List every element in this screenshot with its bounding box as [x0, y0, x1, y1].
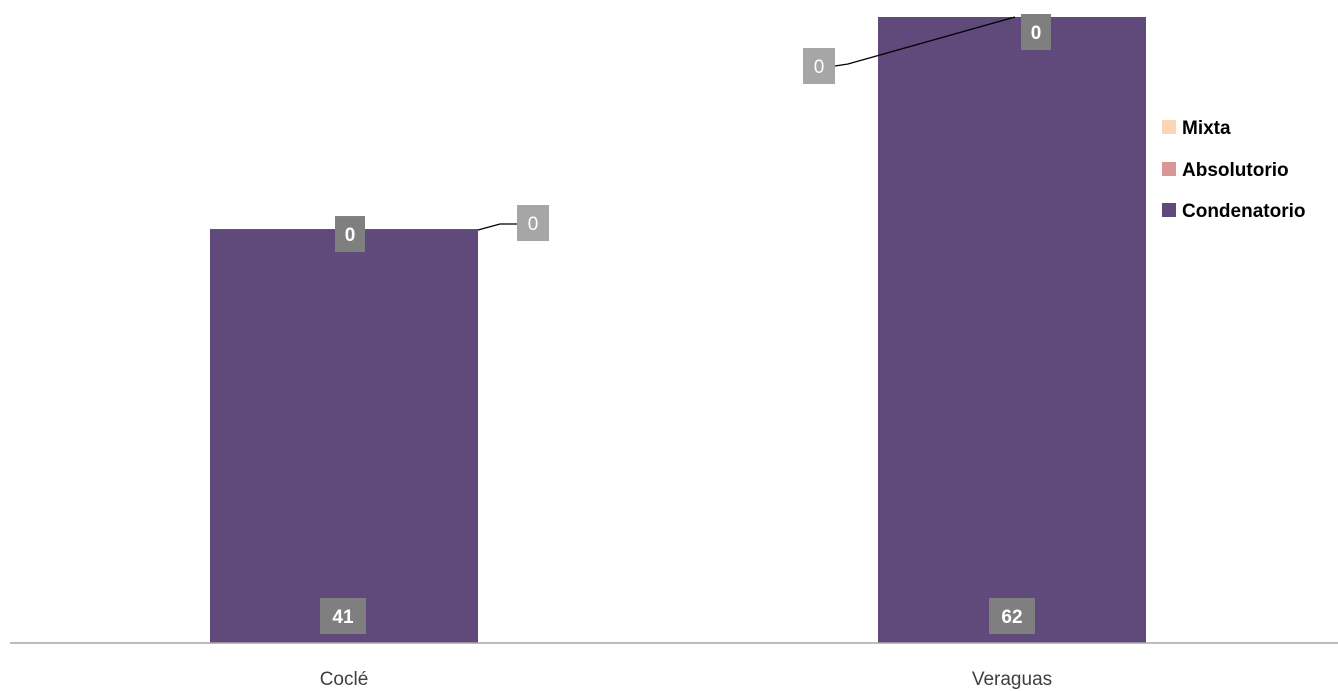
data-label-absolutorio-cocle: 0: [335, 216, 365, 253]
data-label-mixta-cocle-text: 0: [528, 214, 539, 235]
legend-item-condenatorio: Condenatorio: [1162, 201, 1306, 222]
data-label-absolutorio-cocle-box: [335, 216, 365, 253]
data-labels-layer: 41 62 0 0 0 0: [320, 14, 1051, 634]
leader-line-mixta-cocle: [477, 223, 517, 231]
legend: Mixta Absolutorio Condenatorio: [1162, 118, 1306, 222]
bars-layer: [210, 17, 1146, 643]
category-label-veraguas: Veraguas: [972, 669, 1052, 690]
data-label-absolutorio-cocle-text: 0: [345, 225, 356, 246]
data-label-condenatorio-veraguas: 62: [989, 598, 1035, 634]
data-label-mixta-cocle: 0: [517, 205, 549, 241]
legend-swatch-absolutorio: [1162, 162, 1176, 176]
legend-item-absolutorio: Absolutorio: [1162, 160, 1289, 181]
bar-condenatorio-veraguas: [878, 17, 1146, 643]
data-label-absolutorio-veraguas-box: [1021, 14, 1051, 50]
data-label-condenatorio-cocle-text: 41: [332, 607, 354, 628]
data-label-absolutorio-veraguas: 0: [1021, 14, 1051, 50]
data-label-condenatorio-cocle: 41: [320, 598, 366, 634]
data-label-condenatorio-veraguas-text: 62: [1001, 607, 1022, 628]
data-label-mixta-veraguas-box: [803, 48, 835, 84]
legend-label-absolutorio: Absolutorio: [1182, 160, 1289, 181]
legend-label-mixta: Mixta: [1182, 118, 1231, 139]
data-label-mixta-veraguas: 0: [803, 48, 835, 84]
legend-swatch-condenatorio: [1162, 203, 1176, 217]
data-label-absolutorio-veraguas-text: 0: [1031, 23, 1042, 44]
leader-line-mixta-veraguas: [834, 16, 1016, 67]
legend-item-mixta: Mixta: [1162, 118, 1231, 139]
category-labels-layer: Coclé Veraguas: [320, 669, 1052, 690]
legend-label-condenatorio: Condenatorio: [1182, 201, 1306, 222]
data-label-mixta-veraguas-text: 0: [814, 57, 825, 78]
data-label-condenatorio-veraguas-box: [989, 598, 1035, 634]
legend-swatch-mixta: [1162, 120, 1176, 134]
category-label-cocle: Coclé: [320, 669, 369, 690]
data-label-condenatorio-cocle-box: [320, 598, 366, 634]
bar-condenatorio-cocle: [210, 229, 478, 643]
data-label-mixta-cocle-box: [517, 205, 549, 241]
